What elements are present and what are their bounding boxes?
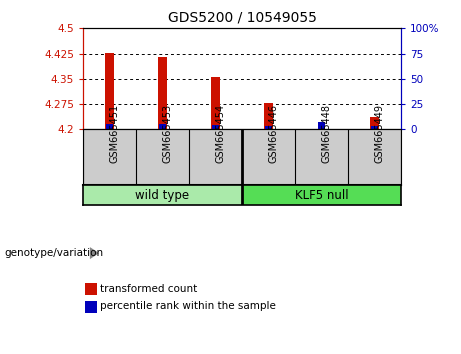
Text: transformed count: transformed count xyxy=(100,284,198,293)
Text: genotype/variation: genotype/variation xyxy=(5,248,104,258)
Text: GSM665448: GSM665448 xyxy=(321,104,331,163)
Bar xyxy=(160,124,165,129)
Bar xyxy=(211,77,220,129)
Text: KLF5 null: KLF5 null xyxy=(295,189,349,202)
Polygon shape xyxy=(90,247,99,259)
Bar xyxy=(372,126,378,129)
Text: GSM665453: GSM665453 xyxy=(162,104,172,163)
Title: GDS5200 / 10549055: GDS5200 / 10549055 xyxy=(168,10,316,24)
Bar xyxy=(242,185,401,205)
Bar xyxy=(213,125,219,129)
Text: GSM665449: GSM665449 xyxy=(374,104,384,163)
Bar xyxy=(266,126,272,129)
Text: GSM665446: GSM665446 xyxy=(268,104,278,163)
Bar xyxy=(158,57,167,129)
Text: GSM665451: GSM665451 xyxy=(109,104,119,163)
Bar xyxy=(105,52,114,129)
Bar xyxy=(319,122,325,129)
Text: percentile rank within the sample: percentile rank within the sample xyxy=(100,301,277,311)
Text: wild type: wild type xyxy=(136,189,189,202)
Bar xyxy=(106,124,112,129)
Bar xyxy=(264,103,273,129)
Bar xyxy=(83,185,242,205)
Text: GSM665454: GSM665454 xyxy=(215,104,225,163)
Bar xyxy=(370,118,379,129)
